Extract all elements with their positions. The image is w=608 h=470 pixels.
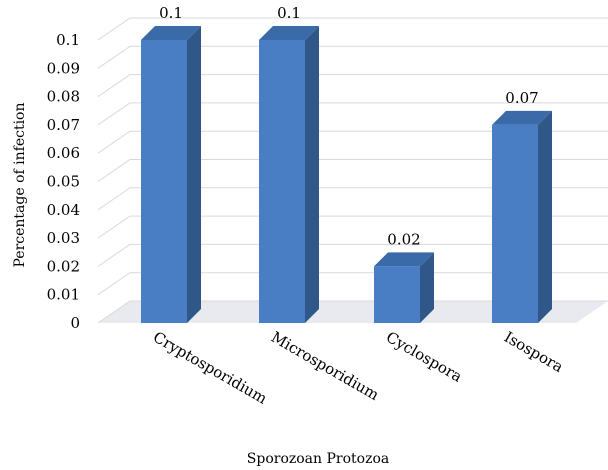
gridline bbox=[97, 102, 608, 126]
bars bbox=[141, 26, 552, 324]
y-tick-label: 0.06 bbox=[47, 144, 80, 162]
gridline bbox=[97, 74, 608, 98]
y-tick-label: 0.02 bbox=[47, 257, 80, 275]
data-label: 0.1 bbox=[277, 4, 301, 22]
gridline bbox=[97, 187, 608, 211]
bar-top bbox=[492, 110, 552, 125]
y-tick-label: 0.03 bbox=[47, 229, 80, 247]
bar-cryptosporidium bbox=[141, 26, 201, 323]
y-tick-label: 0 bbox=[70, 314, 80, 332]
y-axis-ticks: 0 0.01 0.02 0.03 0.04 0.05 0.06 0.07 0.08 0.09 0.1 bbox=[47, 31, 80, 332]
y-tick-label: 0.08 bbox=[47, 88, 80, 106]
x-axis-title: Sporozoan Protozoa bbox=[247, 451, 389, 467]
bar-side bbox=[187, 26, 201, 323]
gridline bbox=[97, 130, 608, 154]
y-tick-label: 0.05 bbox=[47, 173, 80, 191]
x-category-label: Cryptosporidium bbox=[150, 328, 270, 408]
floor-plane bbox=[98, 301, 608, 323]
bar-side bbox=[420, 252, 434, 323]
y-tick-label: 0.04 bbox=[47, 201, 80, 219]
bar-top bbox=[374, 252, 434, 267]
bar-front bbox=[374, 266, 420, 323]
gridline bbox=[97, 215, 608, 239]
gridline bbox=[97, 17, 608, 41]
gridlines bbox=[97, 17, 608, 324]
x-category-label: Isospora bbox=[501, 328, 566, 376]
gridline bbox=[97, 272, 608, 296]
bar-front bbox=[141, 40, 187, 323]
gridline bbox=[97, 300, 608, 324]
y-tick-label: 0.01 bbox=[47, 286, 80, 304]
gridline bbox=[97, 45, 608, 69]
bar-front bbox=[492, 124, 538, 324]
data-labels: 0.1 0.1 0.02 0.07 bbox=[159, 4, 539, 248]
gridline bbox=[97, 159, 608, 182]
bar-side bbox=[538, 110, 552, 324]
bar-top bbox=[141, 26, 201, 40]
data-label: 0.02 bbox=[387, 230, 420, 248]
data-label: 0.07 bbox=[505, 89, 538, 107]
y-tick-label: 0.09 bbox=[47, 59, 80, 77]
x-category-label: Microsporidium bbox=[268, 328, 382, 404]
bar-microsporidium bbox=[259, 26, 319, 323]
y-tick-label: 0.1 bbox=[56, 31, 80, 49]
x-category-label: Cyclospora bbox=[383, 328, 465, 386]
bar-side bbox=[305, 26, 319, 323]
bar-isospora bbox=[492, 110, 552, 324]
chart-floor bbox=[98, 301, 608, 323]
gridline bbox=[97, 243, 608, 267]
y-tick-label: 0.07 bbox=[47, 116, 80, 134]
y-axis-title: Percentage of infection bbox=[12, 103, 28, 268]
bar-cyclospora bbox=[374, 252, 434, 323]
data-label: 0.1 bbox=[159, 4, 183, 22]
bar-front bbox=[259, 40, 305, 323]
bar-top bbox=[259, 26, 319, 40]
